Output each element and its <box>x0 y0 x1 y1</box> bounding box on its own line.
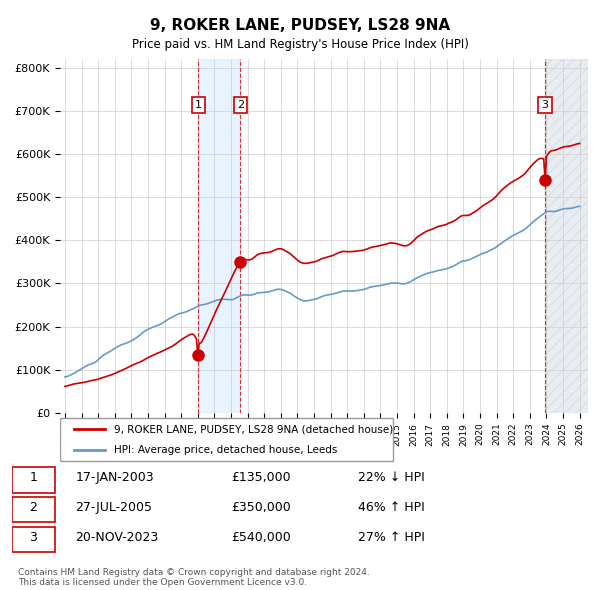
Text: 3: 3 <box>29 531 37 544</box>
Text: £135,000: £135,000 <box>231 471 290 484</box>
Text: 27-JUL-2005: 27-JUL-2005 <box>76 501 152 514</box>
Text: Contains HM Land Registry data © Crown copyright and database right 2024.
This d: Contains HM Land Registry data © Crown c… <box>18 568 370 587</box>
FancyBboxPatch shape <box>12 467 55 493</box>
Text: 27% ↑ HPI: 27% ↑ HPI <box>358 531 424 544</box>
Text: HPI: Average price, detached house, Leeds: HPI: Average price, detached house, Leed… <box>114 445 337 455</box>
Text: Price paid vs. HM Land Registry's House Price Index (HPI): Price paid vs. HM Land Registry's House … <box>131 38 469 51</box>
FancyBboxPatch shape <box>12 527 55 552</box>
Text: 1: 1 <box>29 471 37 484</box>
Text: 46% ↑ HPI: 46% ↑ HPI <box>358 501 424 514</box>
FancyBboxPatch shape <box>60 418 393 461</box>
Text: £540,000: £540,000 <box>231 531 290 544</box>
FancyBboxPatch shape <box>12 497 55 522</box>
Bar <box>199 59 241 413</box>
Text: 22% ↓ HPI: 22% ↓ HPI <box>358 471 424 484</box>
Text: £350,000: £350,000 <box>231 501 290 514</box>
Text: 1: 1 <box>195 100 202 110</box>
Text: 20-NOV-2023: 20-NOV-2023 <box>76 531 158 544</box>
Text: 9, ROKER LANE, PUDSEY, LS28 9NA: 9, ROKER LANE, PUDSEY, LS28 9NA <box>150 18 450 32</box>
Text: 2: 2 <box>29 501 37 514</box>
Text: 17-JAN-2003: 17-JAN-2003 <box>76 471 154 484</box>
Text: 9, ROKER LANE, PUDSEY, LS28 9NA (detached house): 9, ROKER LANE, PUDSEY, LS28 9NA (detache… <box>114 424 393 434</box>
Bar <box>545 59 588 413</box>
Text: 2: 2 <box>237 100 244 110</box>
Text: 3: 3 <box>541 100 548 110</box>
